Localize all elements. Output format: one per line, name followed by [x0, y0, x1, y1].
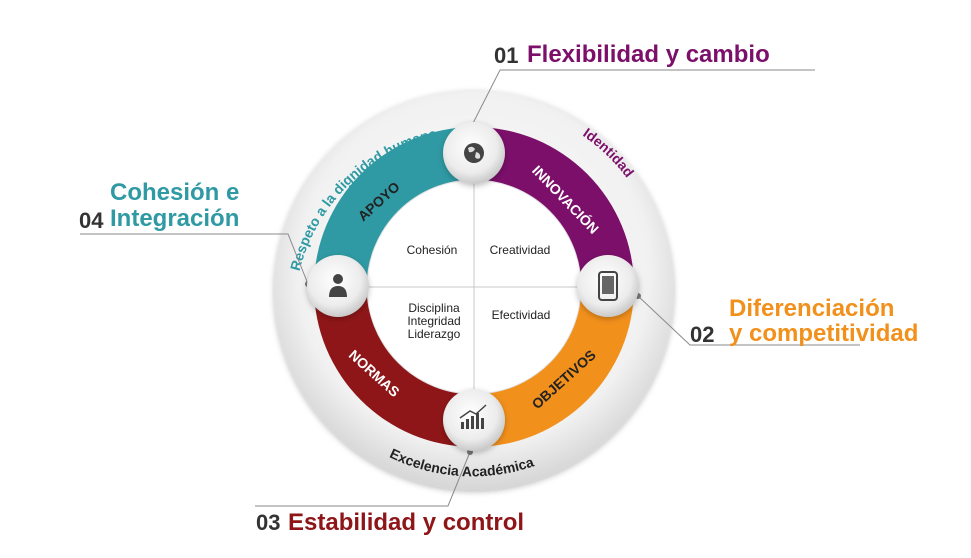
callout-title-01: Flexibilidad y cambio [527, 41, 770, 68]
connector-02 [637, 295, 860, 346]
callout-04: Cohesión e 04 Integración [79, 179, 239, 233]
person-icon [307, 255, 369, 317]
value-liderazgo: Liderazgo [408, 327, 461, 341]
callout-number-04: 04 [79, 208, 104, 233]
callout-title-02-line2: y competitividad [729, 320, 918, 347]
connector-01 [466, 69, 815, 136]
value-efectividad: Efectividad [492, 308, 551, 322]
callout-title-02-line1: Diferenciación [729, 295, 894, 322]
callout-title-04-line1: Cohesión e [110, 179, 239, 206]
connector-04 [80, 233, 309, 285]
value-cohesion: Cohesión [407, 243, 458, 257]
quadrant-segment-normas [314, 287, 474, 447]
callout-title-03: Estabilidad y control [288, 509, 524, 536]
callout-title-04-line2: Integración [110, 205, 239, 232]
callout-02: Diferenciación 02 y competitividad [690, 295, 918, 347]
callout-number-01: 01 [494, 43, 518, 68]
quadrant-segment-objetivos [474, 287, 634, 447]
connector-03 [255, 451, 471, 507]
bar-chart-icon [443, 389, 505, 451]
quadrant-segment-apoyo [314, 127, 474, 287]
value-disciplina: Disciplina [408, 301, 460, 315]
callout-number-03: 03 [256, 510, 280, 535]
callout-03: 03 Estabilidad y control [256, 509, 524, 536]
quadrant-segment-innovacion [474, 127, 634, 287]
value-integridad: Integridad [407, 314, 460, 328]
callout-01: 01 Flexibilidad y cambio [494, 41, 770, 68]
globe-icon [443, 122, 505, 184]
smartphone-icon [577, 255, 639, 317]
value-creatividad: Creatividad [490, 243, 551, 257]
callout-number-02: 02 [690, 322, 714, 347]
